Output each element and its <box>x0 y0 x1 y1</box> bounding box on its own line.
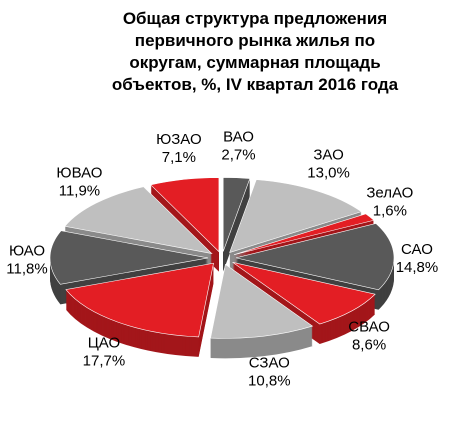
slice-label-name: ЦАО <box>88 335 120 352</box>
slice-label-name: САО <box>401 241 433 258</box>
slice <box>222 177 251 272</box>
chart-title: Общая структура предложения <box>123 9 387 28</box>
slice-top <box>233 213 375 255</box>
slice-label-name: ЮВАО <box>56 165 102 182</box>
slice-label-name: ЗелАО <box>366 184 413 201</box>
slice-label-value: 11,9% <box>59 183 100 200</box>
slice <box>49 230 209 305</box>
slice <box>65 262 214 357</box>
slice-label-value: 13,0% <box>307 165 350 182</box>
slice-label-name: ЗАО <box>313 147 343 164</box>
slice-label-value: 8,6% <box>352 337 386 354</box>
slice-top <box>210 263 314 339</box>
slice-label-value: 10,8% <box>248 373 291 390</box>
chart-title: округам, суммарная площадь <box>129 53 380 72</box>
slice-label-name: СЗАО <box>249 355 290 372</box>
slice-top <box>49 230 209 285</box>
slice-label-value: 1,6% <box>373 202 407 219</box>
slice-label-value: 7,1% <box>162 149 196 166</box>
slice <box>210 263 314 359</box>
chart-title: объектов, %, IV квартал 2016 года <box>112 75 399 94</box>
slice-top <box>150 177 220 253</box>
slice-label-value: 17,7% <box>83 353 126 370</box>
slice <box>229 179 363 273</box>
slice-top <box>222 177 251 252</box>
slice-top <box>229 179 363 253</box>
slice-label-name: ВАО <box>223 128 254 145</box>
slice-top <box>64 186 213 255</box>
slice-top <box>235 223 395 291</box>
slice-label-name: ЮАО <box>9 242 45 259</box>
slice-label-name: ЮЗАО <box>156 131 202 148</box>
slice-label-value: 14,8% <box>396 259 439 276</box>
slice <box>235 223 395 310</box>
chart-title: первичного рынка жилья по <box>135 31 375 50</box>
slice-top <box>232 262 376 325</box>
slice-label-name: СВАО <box>348 319 390 336</box>
slice-label-value: 2,7% <box>221 146 255 163</box>
slice-label-value: 11,8% <box>6 260 47 277</box>
slice-top <box>65 262 214 338</box>
